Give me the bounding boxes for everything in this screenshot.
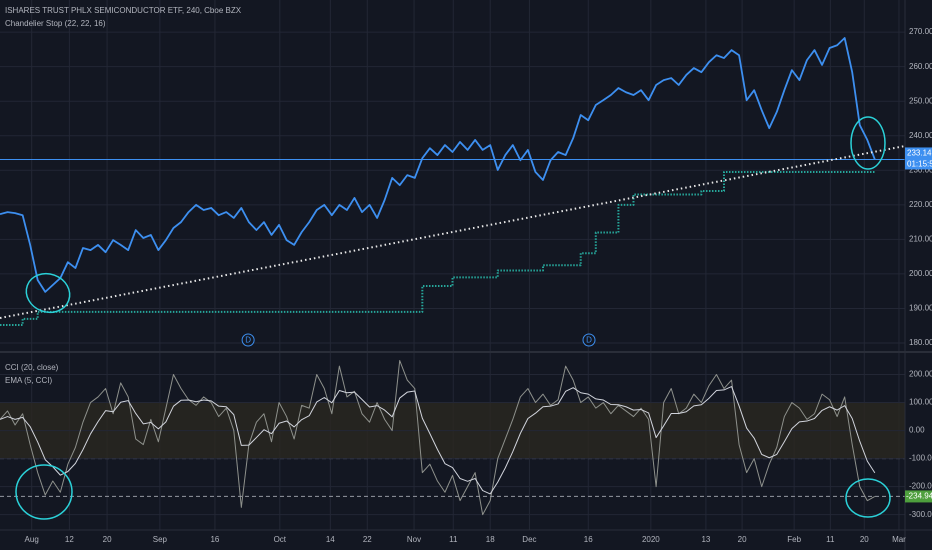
y-tick-label: 0.00 — [909, 426, 925, 435]
x-tick-label: Mar — [892, 535, 906, 544]
y-tick-label: -100.00 — [909, 454, 932, 463]
event-label: D — [245, 336, 251, 345]
annotation-circle — [25, 272, 71, 314]
x-tick-label: 22 — [363, 535, 372, 544]
x-tick-label: Sep — [153, 535, 168, 544]
y-tick-label: 240.00 — [909, 131, 932, 140]
annotation-circle — [15, 464, 73, 520]
x-tick-label: 11 — [449, 535, 458, 544]
x-tick-label: 16 — [584, 535, 593, 544]
series-line — [0, 386, 876, 495]
y-tick-label: 200.00 — [909, 370, 932, 379]
y-tick-label: 210.00 — [909, 234, 932, 243]
x-tick-label: 11 — [826, 535, 835, 544]
series-line — [0, 37, 876, 293]
indicator-label: Chandelier Stop (22, 22, 16) — [5, 19, 106, 28]
indicator-label: EMA (5, CCI) — [5, 376, 52, 385]
x-tick-label: 12 — [65, 535, 74, 544]
x-tick-label: 14 — [326, 535, 335, 544]
x-tick-label: Feb — [787, 535, 801, 544]
chart-title: ISHARES TRUST PHLX SEMICONDUCTOR ETF, 24… — [5, 6, 242, 15]
value-label-box — [905, 490, 932, 503]
series-line — [0, 359, 876, 516]
x-tick-label: 20 — [738, 535, 747, 544]
y-tick-label: 230.00 — [909, 165, 932, 174]
indicator-label: CCI (20, close) — [5, 363, 59, 372]
event-label: D — [586, 336, 592, 345]
x-tick-label: 20 — [103, 535, 112, 544]
countdown-label: 01:15:56 — [907, 160, 932, 169]
price-label: 233.14 — [907, 149, 932, 158]
price-label-box — [905, 147, 932, 170]
x-tick-label: 16 — [210, 535, 219, 544]
trend-line — [0, 145, 906, 319]
x-tick-label: Dec — [522, 535, 536, 544]
annotation-circle — [845, 478, 891, 518]
y-tick-label: -300.00 — [909, 510, 932, 519]
y-tick-label: 250.00 — [909, 96, 932, 105]
y-tick-label: 200.00 — [909, 269, 932, 278]
y-tick-label: 220.00 — [909, 200, 932, 209]
annotation-circle — [850, 116, 886, 170]
event-marker — [241, 333, 255, 347]
x-tick-label: Oct — [274, 535, 287, 544]
x-tick-label: 18 — [486, 535, 495, 544]
x-tick-label: Aug — [25, 535, 39, 544]
event-marker — [582, 333, 596, 347]
y-tick-label: 260.00 — [909, 62, 932, 71]
y-tick-label: 180.00 — [909, 338, 932, 347]
x-tick-label: 20 — [860, 535, 869, 544]
x-tick-label: 13 — [701, 535, 710, 544]
value-label: -234.94 — [906, 492, 932, 501]
x-tick-label: 2020 — [642, 535, 660, 544]
y-tick-label: 100.00 — [909, 398, 932, 407]
y-tick-label: -200.00 — [909, 482, 932, 491]
y-tick-label: 190.00 — [909, 304, 932, 313]
y-tick-label: 270.00 — [909, 27, 932, 36]
x-tick-label: Nov — [407, 535, 421, 544]
